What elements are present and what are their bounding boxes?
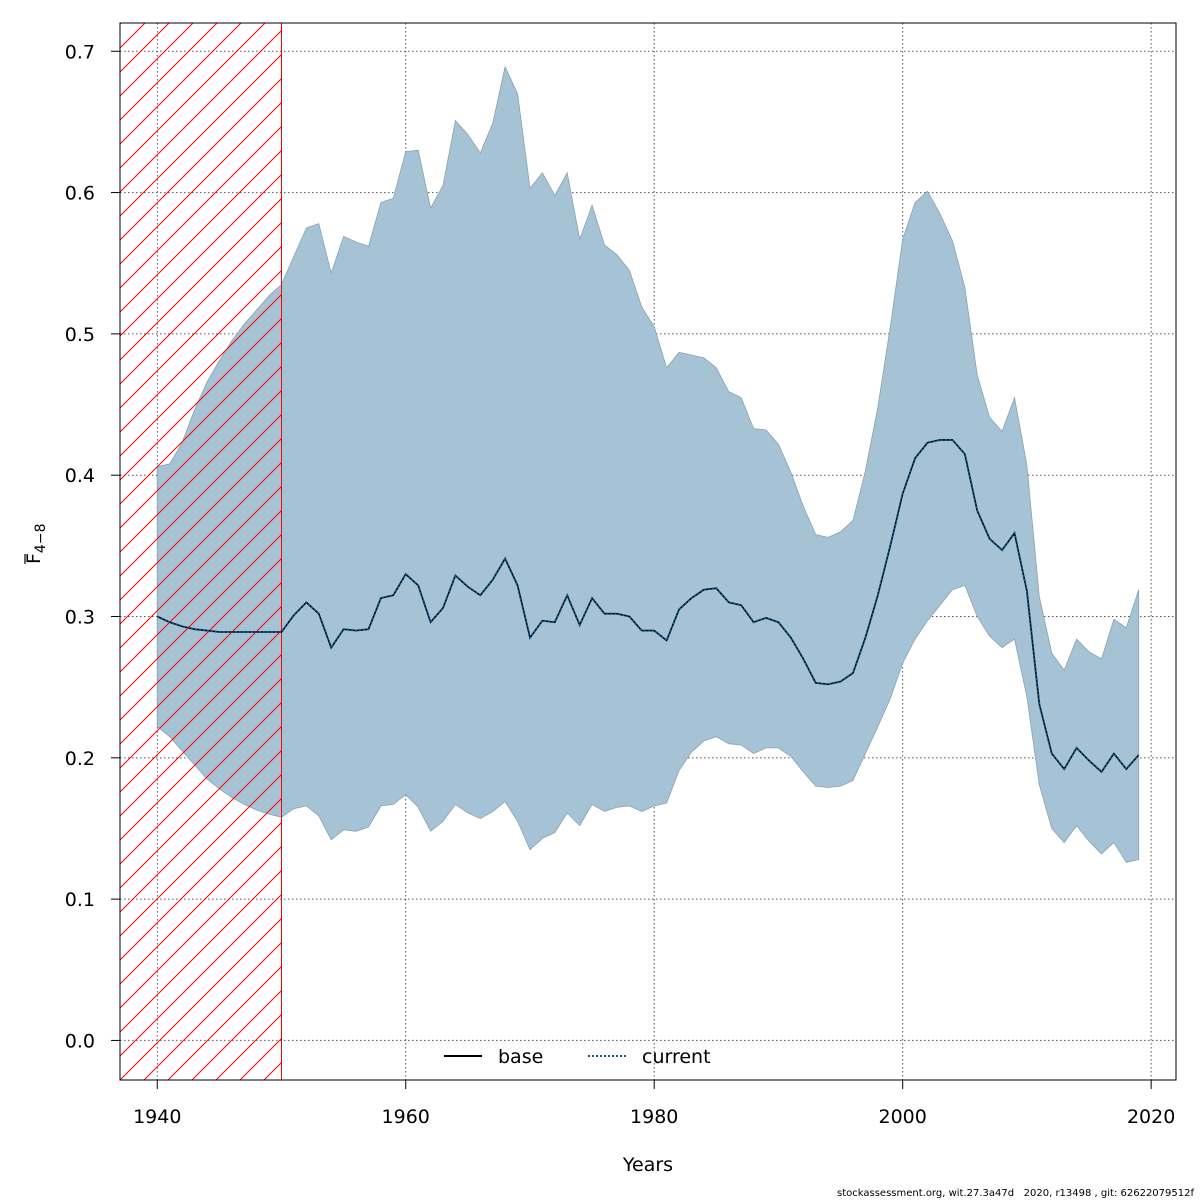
x-axis-title: Years xyxy=(622,1154,673,1176)
band-layer xyxy=(156,65,1140,863)
footer-credit: stockassessment.org, wit.27.3a47d 2020, … xyxy=(837,1188,1194,1199)
y-tick-label-0.1: 0.1 xyxy=(65,889,95,911)
series-layer xyxy=(156,438,1140,774)
legend-label-current: current xyxy=(642,1046,711,1068)
y-tick-label-0.3: 0.3 xyxy=(65,607,95,629)
legend-label-base: base xyxy=(498,1046,543,1068)
series-line-current xyxy=(156,438,1140,774)
y-tick-label-0.7: 0.7 xyxy=(65,41,95,63)
x-tick-label-1960: 1960 xyxy=(382,1106,430,1128)
y-tick-label-0.6: 0.6 xyxy=(65,183,95,205)
y-axis-title-main: F xyxy=(23,553,45,564)
x-axis: 1940 1960 1980 2000 2020 xyxy=(133,1079,1175,1128)
x-tick-label-2000: 2000 xyxy=(879,1106,927,1128)
y-tick-label-0.5: 0.5 xyxy=(65,324,95,346)
y-axis-title-subscript: 4−8 xyxy=(33,524,49,554)
y-tick-label-0.4: 0.4 xyxy=(65,465,95,487)
y-axis: 0.0 0.1 0.2 0.3 0.4 0.5 0.6 0.7 xyxy=(65,41,121,1052)
svg-text:F4−8: F4−8 xyxy=(23,524,49,564)
legend: base current xyxy=(444,1046,711,1068)
y-tick-label-0.2: 0.2 xyxy=(65,748,95,770)
x-tick-label-2020: 2020 xyxy=(1127,1106,1175,1128)
confidence-band xyxy=(156,65,1140,863)
x-tick-label-1980: 1980 xyxy=(630,1106,678,1128)
x-tick-label-1940: 1940 xyxy=(133,1106,181,1128)
hatched-region xyxy=(119,22,283,1081)
hatched-region-layer xyxy=(119,22,283,1081)
y-tick-label-0.0: 0.0 xyxy=(65,1030,95,1052)
y-axis-title: F4−8 xyxy=(23,524,49,564)
